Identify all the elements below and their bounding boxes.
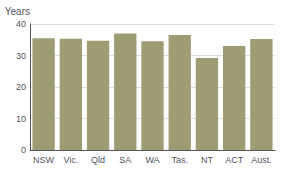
svg-text:WA: WA	[145, 155, 159, 165]
svg-text:Tas.: Tas.	[171, 155, 188, 165]
svg-text:20: 20	[16, 82, 26, 92]
svg-text:40: 40	[16, 19, 26, 29]
svg-text:0: 0	[21, 145, 26, 155]
svg-text:SA: SA	[119, 155, 131, 165]
svg-text:NT: NT	[201, 155, 213, 165]
svg-text:30: 30	[16, 51, 26, 61]
svg-text:ACT: ACT	[225, 155, 244, 165]
svg-text:10: 10	[16, 114, 26, 124]
svg-text:Vic.: Vic.	[63, 155, 78, 165]
svg-text:Years: Years	[5, 6, 30, 17]
svg-text:NSW: NSW	[33, 155, 55, 165]
svg-text:Qld: Qld	[91, 155, 105, 165]
svg-text:Aust.: Aust.	[251, 155, 272, 165]
